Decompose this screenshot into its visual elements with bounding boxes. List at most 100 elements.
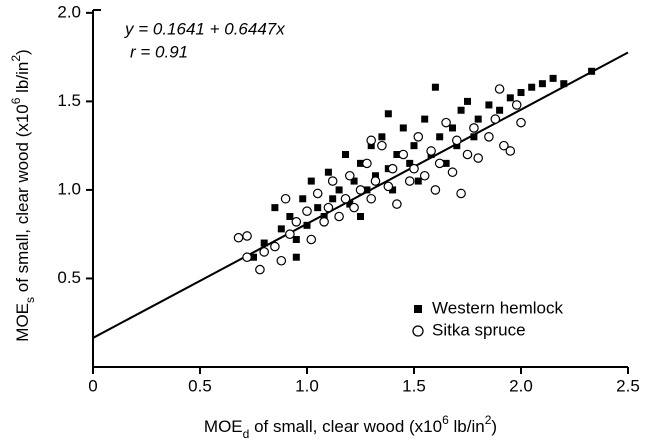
point — [327, 176, 338, 186]
point — [355, 185, 366, 195]
point — [538, 80, 546, 88]
legend-label: Western hemlock — [432, 298, 564, 317]
point — [392, 199, 402, 209]
point — [329, 195, 337, 203]
point — [370, 176, 381, 186]
point — [399, 124, 407, 132]
point — [276, 255, 287, 266]
point — [378, 133, 386, 141]
ylabel: MOEs of small, clear wood (x106 lb/in2) — [9, 49, 37, 341]
point — [314, 204, 322, 212]
ylabel-part: 6 — [9, 97, 23, 104]
xlabel-part: of small, clear wood (x10 — [249, 417, 442, 436]
point — [549, 74, 557, 82]
point — [242, 231, 252, 241]
point — [233, 232, 244, 243]
point — [371, 172, 379, 180]
point — [441, 117, 451, 128]
point — [506, 94, 514, 102]
point — [346, 200, 354, 208]
point — [516, 117, 526, 128]
point — [419, 170, 430, 181]
x-tick-label: 0.5 — [188, 376, 212, 395]
point — [335, 186, 343, 194]
point — [299, 195, 307, 203]
point — [357, 159, 364, 167]
point — [291, 217, 302, 227]
point — [426, 146, 436, 156]
point — [383, 181, 394, 192]
point — [302, 206, 312, 216]
x-tick-label: 2.0 — [509, 376, 533, 395]
point — [259, 247, 269, 257]
xlabel: MOEd of small, clear wood (x106 lb/in2) — [204, 413, 497, 441]
point — [393, 151, 401, 159]
point — [409, 163, 419, 174]
y-tick-label: 2.0 — [57, 2, 81, 21]
xlabel-part: MOE — [204, 417, 243, 436]
point — [377, 140, 387, 151]
point — [505, 146, 516, 156]
point — [387, 163, 398, 174]
point — [270, 241, 280, 252]
point — [306, 234, 317, 245]
ylabel-part: of small, clear wood (x10 — [13, 104, 32, 297]
ylabel-part: 2 — [9, 55, 23, 62]
point — [442, 159, 450, 167]
point — [457, 106, 465, 114]
point — [342, 151, 350, 159]
point — [474, 115, 482, 123]
point — [453, 142, 461, 150]
y-tick-label: 0.5 — [57, 268, 81, 287]
point — [404, 176, 415, 186]
annotation: y = 0.1641 + 0.6447x — [124, 19, 285, 38]
point — [485, 101, 493, 109]
point — [344, 170, 355, 181]
point — [319, 217, 329, 227]
ylabel-part: lb/in — [13, 62, 32, 98]
point — [414, 177, 422, 185]
point — [499, 140, 509, 151]
point — [449, 124, 457, 132]
x-tick-label: 1.0 — [295, 376, 319, 395]
legend-marker — [414, 305, 422, 313]
point — [517, 89, 525, 97]
x-tick-label: 1.5 — [402, 376, 426, 395]
y-tick-label: 1.5 — [57, 91, 81, 110]
point — [242, 252, 252, 263]
point — [255, 264, 265, 275]
xlabel-part: 6 — [442, 413, 449, 427]
point — [430, 185, 441, 195]
point — [588, 67, 596, 75]
ylabel-part: MOE — [13, 303, 32, 342]
xlabel-part: d — [243, 427, 250, 441]
point — [421, 115, 429, 123]
fit-line — [92, 51, 629, 339]
point — [312, 188, 323, 199]
point — [528, 83, 536, 91]
point — [280, 193, 291, 204]
point — [473, 153, 483, 163]
x-tick-label: 2.5 — [616, 376, 640, 395]
point — [456, 188, 466, 199]
point — [271, 204, 279, 212]
point — [464, 97, 471, 105]
point — [451, 135, 462, 146]
point — [389, 186, 397, 194]
point — [366, 135, 376, 146]
point — [511, 100, 522, 110]
point — [447, 167, 458, 178]
point — [413, 132, 424, 142]
point — [496, 106, 504, 114]
point — [362, 158, 372, 169]
point — [340, 193, 351, 204]
point — [260, 239, 268, 247]
point — [494, 84, 505, 94]
xlabel-part: lb/in — [449, 417, 485, 436]
point — [357, 212, 364, 220]
point — [398, 149, 409, 160]
point — [286, 212, 294, 220]
point — [406, 159, 414, 167]
point — [434, 158, 445, 169]
point — [292, 253, 300, 261]
